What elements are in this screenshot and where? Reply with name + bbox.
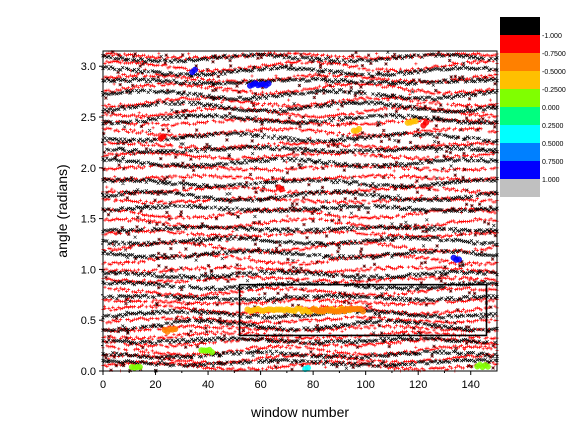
- y-tick-label: 0.0: [81, 366, 96, 378]
- colorbar-swatch: [500, 161, 540, 179]
- colorbar-label: 0.5000: [542, 141, 564, 148]
- highlight-point: [265, 80, 272, 87]
- highlight-point: [304, 364, 311, 371]
- colorbar-label: 0.2500: [542, 123, 564, 130]
- highlight-point: [160, 133, 167, 140]
- series-band: [103, 58, 499, 74]
- x-tick-label: 80: [307, 379, 319, 391]
- series-band: [103, 285, 499, 298]
- highlight-point: [484, 363, 491, 370]
- series-band: [101, 72, 499, 85]
- colorbar-swatch: [500, 143, 540, 161]
- series-band: [101, 234, 499, 248]
- data-points: [101, 50, 499, 373]
- highlight-point: [172, 326, 179, 333]
- x-tick-label: 100: [356, 379, 374, 391]
- colorbar-label: 0.7500: [542, 159, 564, 166]
- highlight-point: [359, 308, 367, 315]
- series-band: [101, 64, 499, 79]
- colorbar-label: -1.000: [542, 33, 562, 40]
- plot-frame: [102, 50, 498, 372]
- y-axis-label: angle (radians): [54, 164, 70, 257]
- colorbar-swatch: [500, 125, 540, 143]
- y-tick-label: 2.0: [81, 163, 96, 175]
- x-tick-label: 40: [202, 379, 214, 391]
- series-band: [101, 239, 499, 255]
- y-tick-label: 3.0: [81, 61, 96, 73]
- y-tick-label: 1.5: [81, 214, 96, 226]
- highlight-point: [356, 125, 363, 133]
- series-band: [105, 144, 499, 155]
- colorbar-swatch: [500, 35, 540, 53]
- colorbar-label: 0.000: [542, 105, 560, 112]
- colorbar-swatch: [500, 71, 540, 89]
- x-tick-label: 20: [149, 379, 161, 391]
- highlight-point: [208, 349, 216, 356]
- colorbar-legend: -1.000 -0.7500 -0.5000 -0.2500 0.000 0.2500 0.…: [500, 17, 566, 197]
- highlight-point: [455, 256, 462, 263]
- colorbar-label: -0.5000: [542, 69, 566, 76]
- series-band: [103, 292, 499, 303]
- y-tick-label: 2.5: [81, 112, 96, 124]
- axis-ticks: 0 20 40 60 80 100 120 140 0.0 0.5 1.0 1.5 2.0 2.5 3.0: [81, 61, 480, 391]
- colorbar-swatch: [500, 179, 540, 197]
- series-scatter: [101, 50, 499, 373]
- colorbar-swatch: [500, 17, 540, 35]
- highlight-point: [136, 363, 143, 370]
- series-band: [101, 88, 499, 102]
- x-tick-label: 120: [409, 379, 427, 391]
- colorbar-label: 1.000: [542, 177, 560, 184]
- highlight-point: [191, 66, 198, 73]
- annotation-box: [238, 283, 488, 337]
- highlight-point: [412, 118, 419, 125]
- colorbar-swatch: [500, 53, 540, 71]
- y-tick-label: 0.5: [81, 315, 96, 327]
- highlight-points: [128, 66, 491, 373]
- colorbar-label: -0.2500: [542, 87, 566, 94]
- colorbar-label: -0.7500: [542, 51, 566, 58]
- x-tick-label: 60: [254, 379, 266, 391]
- highlight-point: [278, 186, 285, 193]
- y-tick-label: 1.0: [81, 264, 96, 276]
- x-tick-label: 0: [100, 379, 106, 391]
- series-band: [103, 81, 495, 96]
- highlight-point: [423, 119, 430, 126]
- colorbar-swatch: [500, 89, 540, 107]
- colorbar-swatch: [500, 107, 540, 125]
- x-axis-label: window number: [250, 404, 349, 420]
- series-band: [101, 195, 499, 206]
- x-tick-label: 140: [462, 379, 480, 391]
